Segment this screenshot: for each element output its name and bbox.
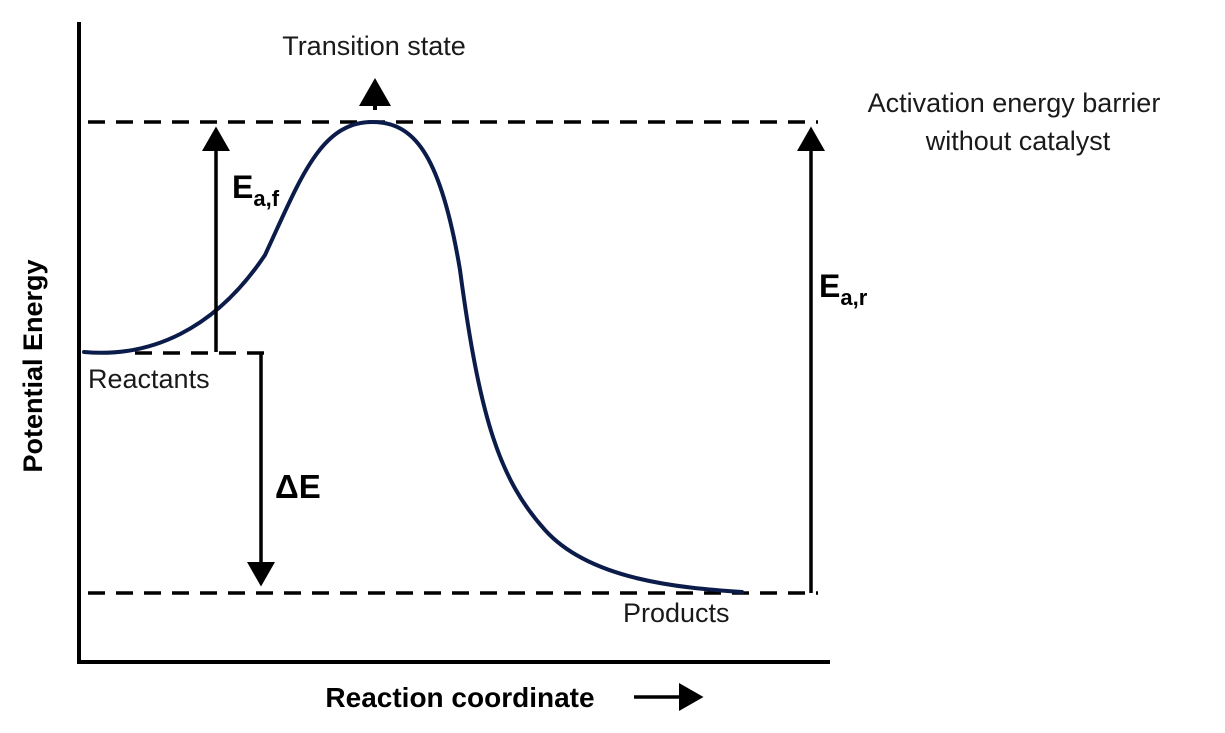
ea-forward-label: Ea,f [232, 169, 280, 211]
ea-forward-sub: a,f [253, 186, 279, 211]
products-label: Products [623, 598, 730, 628]
ea-forward-main: E [232, 169, 253, 205]
transition-state-label: Transition state [282, 31, 466, 61]
energy-curve [82, 119, 744, 594]
delta-e-label: ΔE [275, 468, 321, 505]
y-axis-label: Potential Energy [18, 259, 48, 472]
reactants-label: Reactants [88, 364, 210, 394]
ea-reverse-main: E [819, 268, 840, 304]
ea-reverse-sub: a,r [840, 285, 867, 310]
barrier-label-line2: without catalyst [925, 126, 1111, 156]
barrier-label-line1: Activation energy barrier [868, 88, 1161, 118]
ea-reverse-label: Ea,r [819, 268, 868, 310]
x-axis-label: Reaction coordinate [325, 682, 594, 713]
